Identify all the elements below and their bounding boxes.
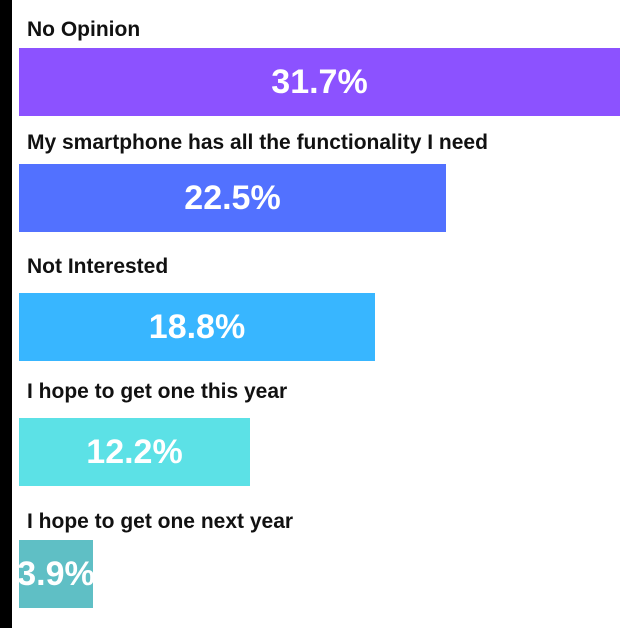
- data-label: 3.9%: [17, 555, 95, 593]
- category-label: I hope to get one next year: [27, 510, 294, 533]
- y-axis-line: [0, 0, 12, 628]
- bar: 31.7%: [19, 48, 620, 116]
- category-label: No Opinion: [27, 18, 141, 41]
- data-label: 18.8%: [148, 308, 246, 346]
- data-label: 12.2%: [86, 433, 183, 471]
- data-label: 22.5%: [184, 179, 281, 217]
- data-label: 31.7%: [271, 63, 368, 101]
- category-label: My smartphone has all the functionality …: [27, 131, 488, 154]
- category-label: I hope to get one this year: [27, 380, 288, 403]
- bar: 12.2%: [19, 418, 250, 486]
- category-label: Not Interested: [27, 255, 169, 278]
- bar: 22.5%: [19, 164, 446, 232]
- bar: 18.8%: [19, 293, 375, 361]
- bar: 3.9%: [17, 540, 95, 608]
